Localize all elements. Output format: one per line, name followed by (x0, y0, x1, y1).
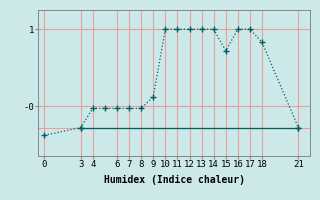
X-axis label: Humidex (Indice chaleur): Humidex (Indice chaleur) (104, 175, 245, 185)
